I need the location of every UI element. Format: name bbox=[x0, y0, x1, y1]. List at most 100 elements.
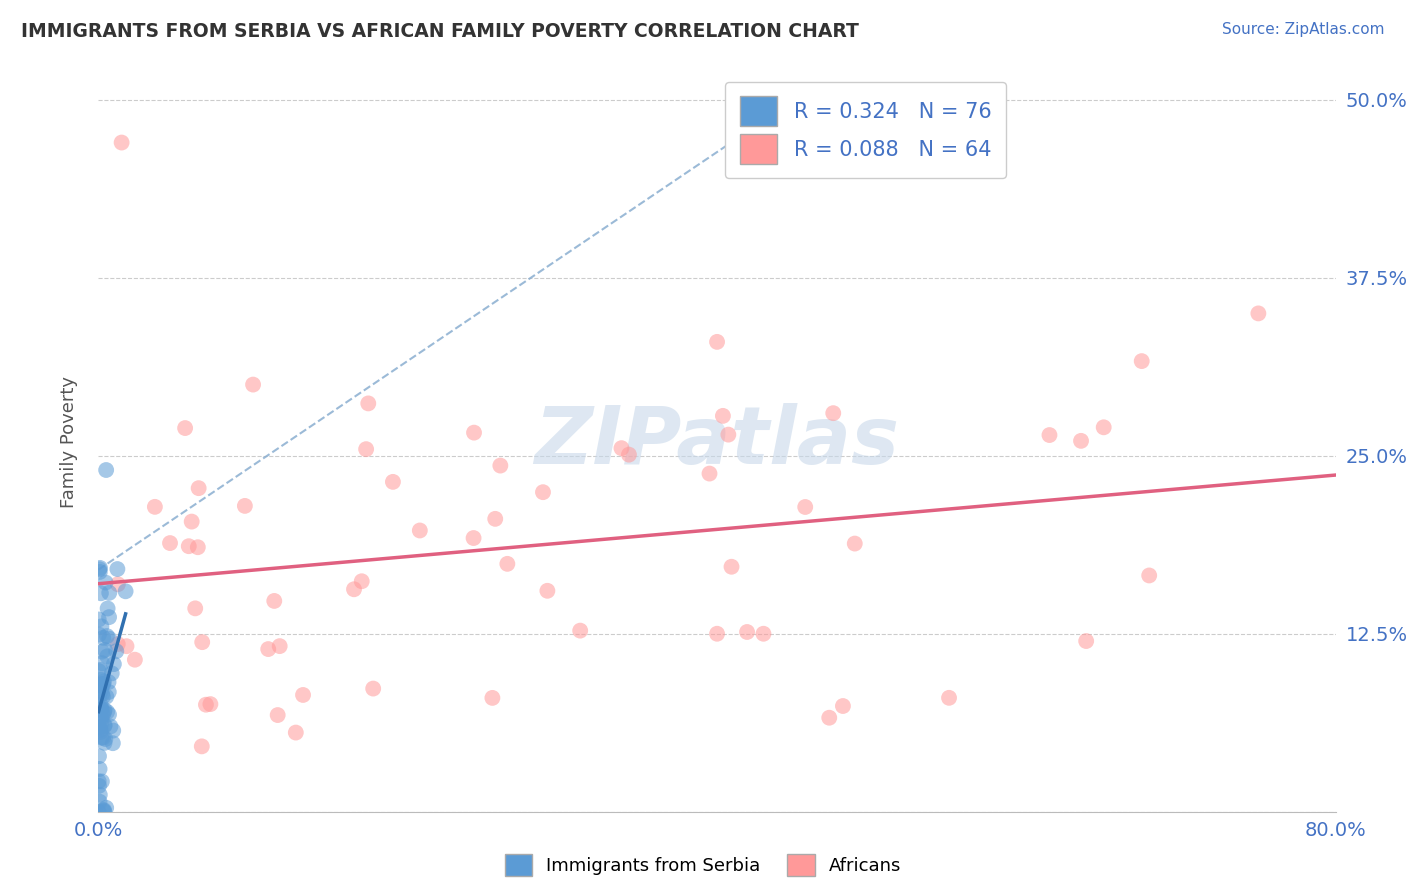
Point bbox=[823, 406, 845, 420]
Point bbox=[90, 731, 112, 745]
Point bbox=[1130, 354, 1153, 368]
Point bbox=[184, 601, 207, 615]
Point bbox=[91, 677, 114, 691]
Point bbox=[91, 677, 114, 691]
Point bbox=[292, 688, 315, 702]
Point bbox=[191, 635, 214, 649]
Text: ZIPatlas: ZIPatlas bbox=[534, 402, 900, 481]
Point bbox=[96, 463, 118, 477]
Point bbox=[94, 643, 117, 657]
Point bbox=[711, 409, 734, 423]
Point bbox=[90, 586, 112, 600]
Point bbox=[89, 565, 111, 579]
Point bbox=[1092, 420, 1115, 434]
Point bbox=[93, 803, 115, 817]
Point bbox=[381, 475, 404, 489]
Point bbox=[536, 583, 558, 598]
Point bbox=[735, 625, 758, 640]
Point bbox=[105, 644, 128, 658]
Point bbox=[233, 499, 256, 513]
Point bbox=[89, 561, 111, 575]
Point bbox=[97, 601, 120, 615]
Point bbox=[463, 531, 485, 545]
Point bbox=[90, 774, 112, 789]
Point bbox=[96, 705, 118, 719]
Point bbox=[361, 681, 384, 696]
Point bbox=[89, 795, 111, 809]
Point bbox=[484, 512, 506, 526]
Point bbox=[96, 649, 118, 664]
Point bbox=[257, 642, 280, 657]
Point bbox=[89, 562, 111, 576]
Point bbox=[1076, 634, 1098, 648]
Point bbox=[115, 639, 138, 653]
Point bbox=[89, 689, 111, 703]
Point bbox=[706, 626, 728, 640]
Point bbox=[463, 425, 485, 440]
Point bbox=[177, 539, 200, 553]
Point bbox=[103, 723, 125, 738]
Point bbox=[1070, 434, 1092, 448]
Point bbox=[832, 699, 855, 714]
Point bbox=[97, 675, 120, 690]
Point bbox=[409, 524, 432, 538]
Point bbox=[752, 626, 775, 640]
Point bbox=[717, 427, 740, 442]
Point bbox=[90, 698, 112, 713]
Point bbox=[107, 577, 129, 591]
Point bbox=[90, 619, 112, 633]
Point bbox=[174, 421, 197, 435]
Point bbox=[187, 540, 209, 554]
Point bbox=[1038, 428, 1060, 442]
Point bbox=[194, 698, 217, 712]
Point bbox=[794, 500, 817, 514]
Point bbox=[90, 702, 112, 716]
Point bbox=[87, 627, 110, 641]
Point bbox=[91, 690, 114, 704]
Point bbox=[90, 702, 112, 716]
Point bbox=[938, 690, 960, 705]
Point bbox=[91, 731, 114, 745]
Point bbox=[90, 723, 112, 737]
Point bbox=[180, 515, 202, 529]
Point bbox=[94, 575, 117, 590]
Legend: R = 0.324   N = 76, R = 0.088   N = 64: R = 0.324 N = 76, R = 0.088 N = 64 bbox=[725, 82, 1007, 178]
Point bbox=[90, 678, 112, 692]
Point bbox=[98, 707, 121, 722]
Point bbox=[489, 458, 512, 473]
Point bbox=[699, 467, 721, 481]
Point bbox=[354, 442, 377, 457]
Point bbox=[187, 481, 209, 495]
Point bbox=[100, 666, 122, 681]
Point bbox=[357, 396, 380, 410]
Point bbox=[89, 720, 111, 734]
Point bbox=[93, 805, 115, 819]
Point bbox=[87, 664, 110, 678]
Point bbox=[844, 536, 866, 550]
Point bbox=[90, 725, 112, 739]
Point bbox=[93, 719, 115, 733]
Point bbox=[98, 586, 121, 600]
Point bbox=[481, 690, 503, 705]
Point bbox=[87, 721, 110, 735]
Point bbox=[90, 673, 112, 687]
Point bbox=[89, 762, 111, 776]
Point bbox=[114, 584, 136, 599]
Point bbox=[90, 716, 112, 731]
Point bbox=[143, 500, 166, 514]
Point bbox=[706, 334, 728, 349]
Point bbox=[94, 732, 117, 747]
Point bbox=[87, 678, 110, 692]
Point bbox=[1137, 568, 1160, 582]
Point bbox=[266, 708, 288, 723]
Point bbox=[124, 653, 146, 667]
Point bbox=[107, 637, 129, 651]
Point bbox=[191, 739, 214, 754]
Point bbox=[103, 657, 125, 672]
Point bbox=[87, 774, 110, 789]
Point bbox=[96, 629, 118, 643]
Point bbox=[350, 574, 373, 589]
Point bbox=[96, 801, 118, 815]
Point bbox=[617, 448, 640, 462]
Y-axis label: Family Poverty: Family Poverty bbox=[59, 376, 77, 508]
